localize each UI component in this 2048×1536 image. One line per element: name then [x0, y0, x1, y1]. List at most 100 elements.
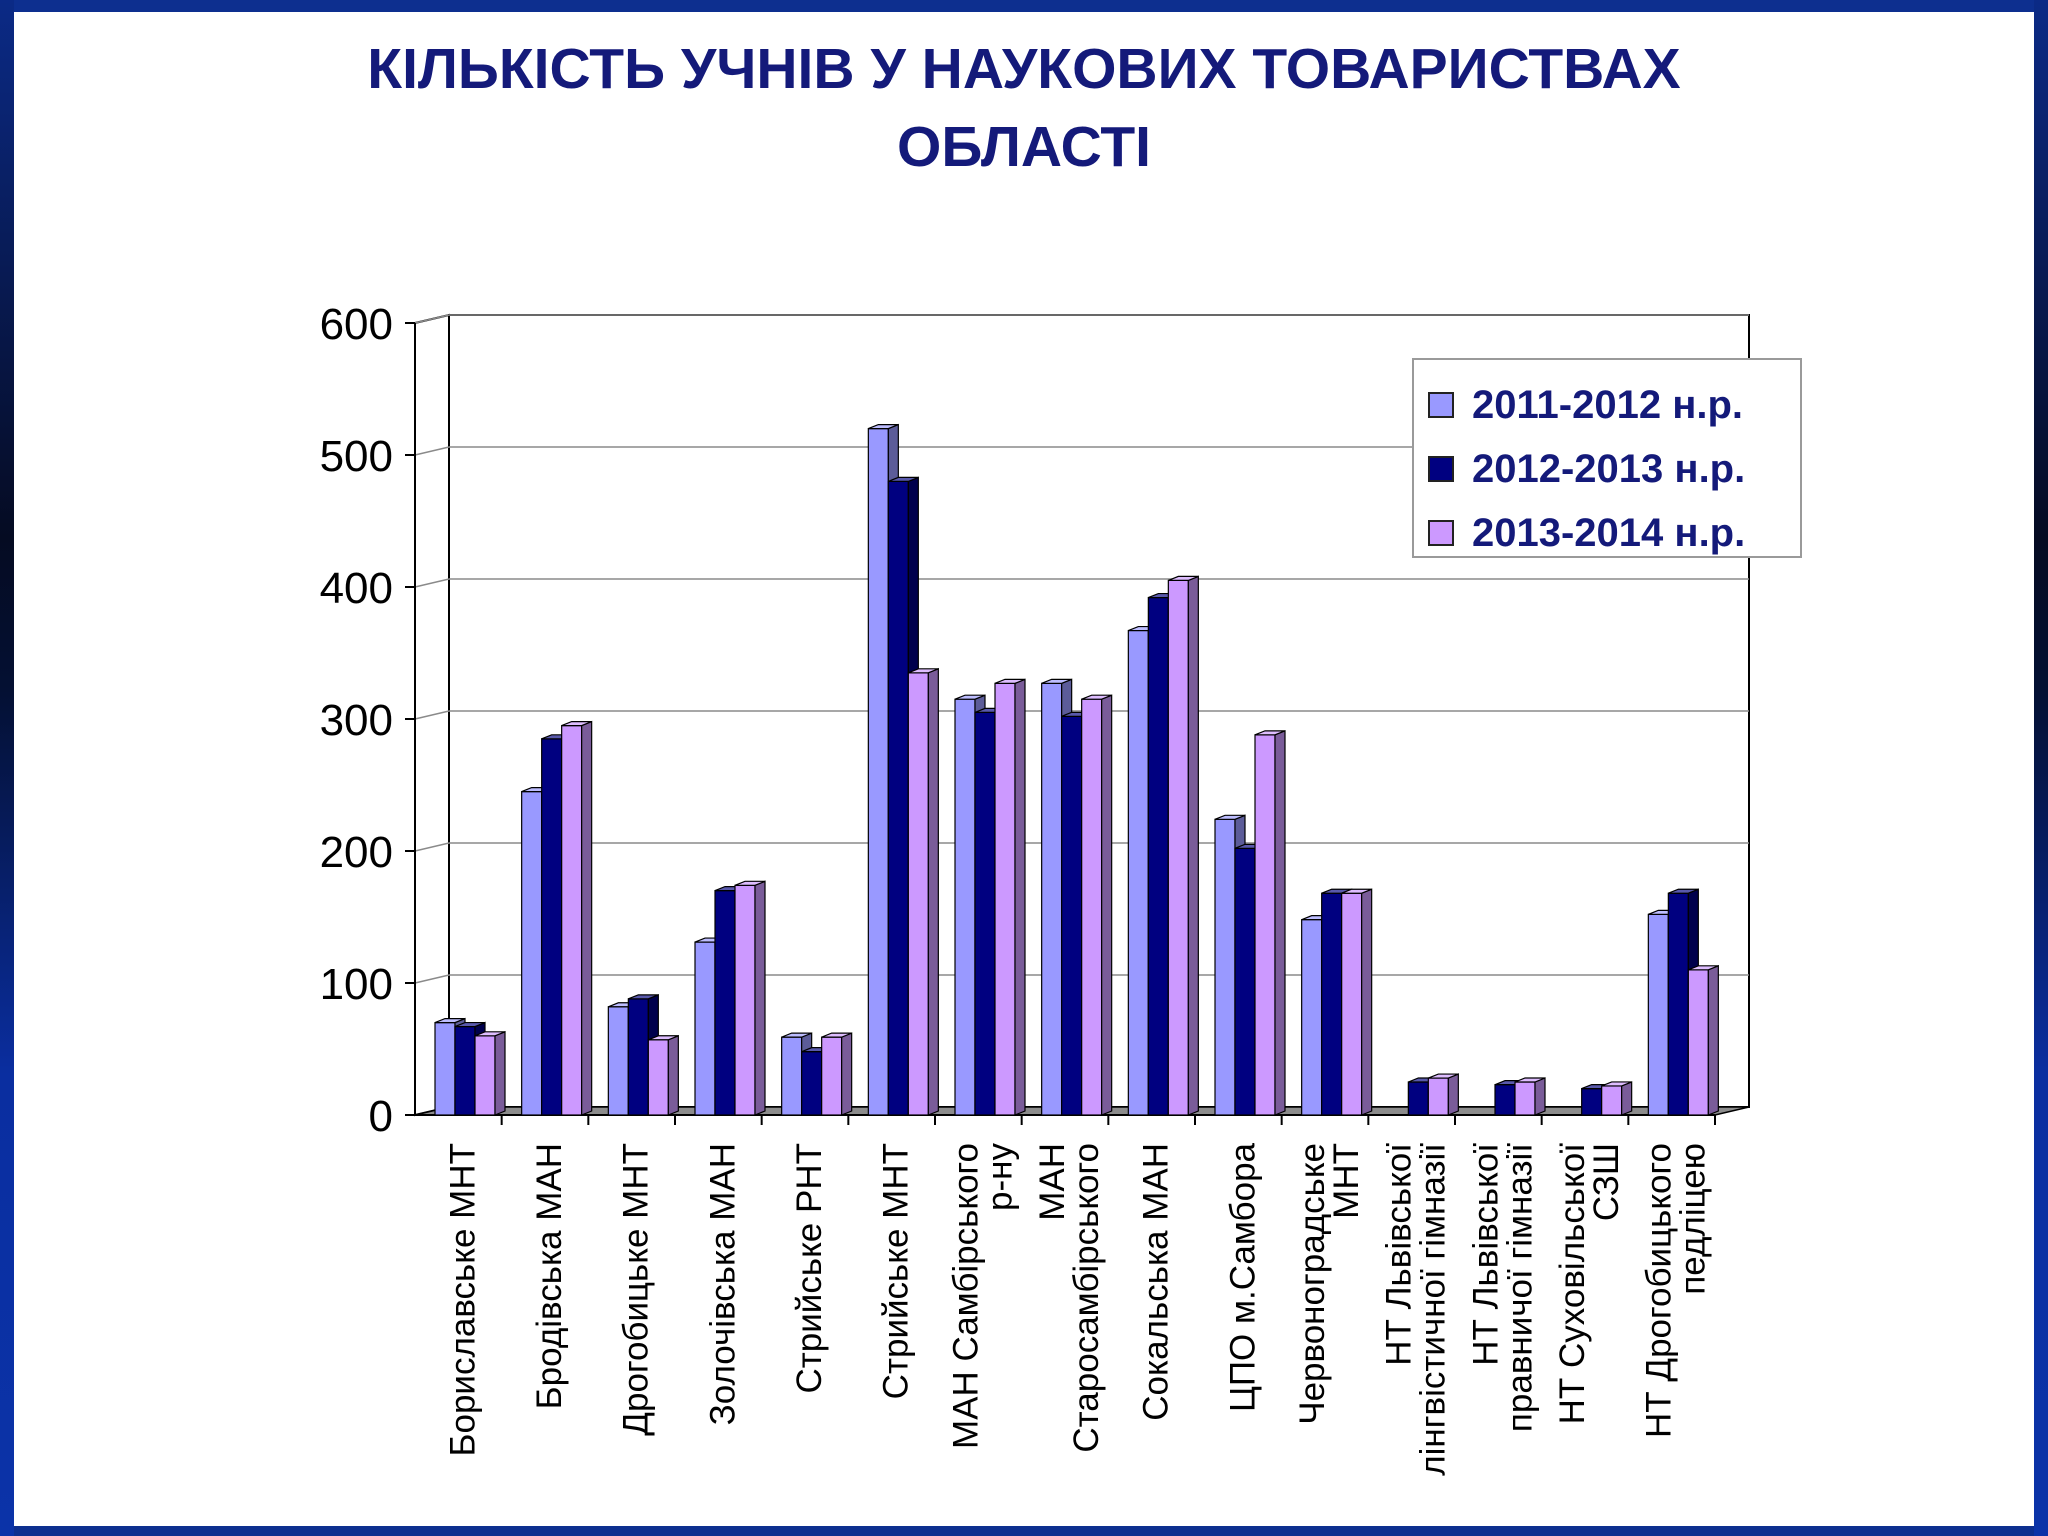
bar-front — [521, 790, 543, 1116]
y-tick-label: 600 — [320, 300, 393, 349]
bar-front — [994, 682, 1016, 1116]
x-tick-label-line: НТ Львівської — [1466, 1143, 1505, 1366]
bar-front — [781, 1036, 803, 1116]
bar-front — [1234, 847, 1256, 1116]
bar-top — [1214, 814, 1246, 820]
bar-front — [1581, 1087, 1603, 1116]
legend-item-2012: 2012-2013 н.р. — [1428, 444, 1745, 494]
bar-top — [1688, 965, 1719, 971]
bar-top — [908, 668, 939, 674]
bar-top — [1668, 888, 1699, 894]
bar-side — [1534, 1077, 1546, 1116]
bar-top — [954, 694, 986, 700]
legend-item-2011: 2011-2012 н.р. — [1428, 380, 1743, 430]
bar-top — [1041, 678, 1072, 684]
bar — [1601, 1081, 1633, 1116]
bar-side — [1361, 888, 1373, 1116]
bar-front — [1601, 1085, 1623, 1116]
bar-side — [1447, 1073, 1459, 1116]
bar-front — [821, 1036, 843, 1116]
x-tick-label: НТ Львівськоїлінгвістичної гімназії — [1380, 1143, 1453, 1476]
bar-front — [1341, 892, 1363, 1116]
bar-front — [867, 428, 889, 1116]
x-tick-label-line: МАН Самбірського — [946, 1143, 985, 1449]
bar-front — [1254, 734, 1276, 1116]
bar-top — [1168, 575, 1199, 582]
bar-top — [474, 1031, 506, 1037]
bar — [1427, 1073, 1459, 1116]
bar — [1081, 694, 1113, 1116]
bar-top — [434, 1017, 466, 1024]
x-tick-label-line: Стрийське РНТ — [790, 1143, 829, 1394]
x-tick-label: НТ Дрогобицькогопедліцею — [1640, 1143, 1713, 1438]
bar-front — [714, 889, 736, 1116]
slide-edge-left — [0, 0, 14, 1536]
bar-side — [1274, 729, 1286, 1116]
bar-front — [1514, 1081, 1536, 1116]
x-tick-label-line: р-ну — [980, 1143, 1019, 1211]
bar-top — [561, 720, 592, 727]
bar-top — [1254, 730, 1286, 736]
bar — [474, 1030, 506, 1116]
bar-top — [1081, 694, 1112, 700]
gridline-side — [414, 842, 450, 852]
x-tick-label: Дрогобицьке МНТ — [617, 1143, 656, 1436]
legend-swatch-2011 — [1428, 392, 1454, 418]
bar-front — [907, 672, 929, 1116]
bar-front — [734, 884, 756, 1116]
bar-top — [1428, 1073, 1459, 1079]
bar-top — [868, 424, 899, 430]
x-tick-labels: Бориславське МНТ Бродівська МАН Дрогобицьк… — [443, 1142, 1712, 1475]
x-tick-label: Сокальська МАН — [1137, 1143, 1176, 1421]
bar-front — [607, 1006, 629, 1116]
bar-front — [1427, 1077, 1449, 1116]
bar-side — [667, 1034, 679, 1116]
bar-front — [434, 1021, 456, 1116]
x-tick-label-line: Бродівська МАН — [530, 1143, 569, 1409]
bar-front — [561, 724, 583, 1116]
chart-legend: 2011-2012 н.р. 2012-2013 н.р. 2013-2014 … — [1412, 358, 1802, 558]
bar-side — [1707, 964, 1719, 1116]
gridline-side — [414, 578, 450, 588]
bar-front — [801, 1051, 823, 1116]
x-tick-label: Золочівська МАН — [703, 1143, 742, 1425]
x-tick-label-line: Стрийське МНТ — [877, 1143, 916, 1399]
bar — [907, 667, 939, 1116]
y-tick-label: 200 — [320, 828, 393, 877]
bar-side — [841, 1032, 853, 1116]
bar-side — [1187, 575, 1199, 1116]
bar-front — [1687, 969, 1709, 1116]
bar-side — [754, 880, 766, 1116]
bar-top — [1341, 888, 1372, 894]
bar — [1687, 964, 1719, 1116]
bar-top — [994, 678, 1026, 684]
gridline-side — [414, 974, 450, 984]
bar-front — [1081, 698, 1103, 1116]
bar-front — [954, 698, 976, 1116]
gridline-side — [414, 314, 450, 324]
bar-front — [1147, 596, 1169, 1116]
x-tick-label-line: МАН — [1033, 1143, 1072, 1221]
x-tick-label: НТ СуховільськоїСЗШ — [1553, 1143, 1626, 1425]
bar-top — [781, 1032, 812, 1038]
x-tick-label-line: Сокальська МАН — [1137, 1143, 1176, 1421]
bar-side — [581, 720, 593, 1116]
bar-side — [1621, 1081, 1633, 1116]
bar-top — [1514, 1077, 1546, 1083]
bar-front — [627, 998, 649, 1116]
bar-front — [1214, 818, 1236, 1116]
bar-front — [474, 1035, 496, 1116]
bar-side — [494, 1030, 506, 1116]
slide-edge-right — [2034, 0, 2048, 1536]
bar — [1514, 1077, 1546, 1116]
bar-front — [887, 480, 909, 1116]
x-tick-label-line: Бориславське МНТ — [443, 1143, 482, 1456]
bar-front — [1167, 579, 1189, 1116]
x-tick-label-line: МНТ — [1327, 1143, 1366, 1219]
bar — [1341, 888, 1373, 1116]
bar — [561, 720, 593, 1116]
x-tick-label: Стрийське МНТ — [877, 1143, 916, 1399]
bar-front — [694, 941, 716, 1116]
